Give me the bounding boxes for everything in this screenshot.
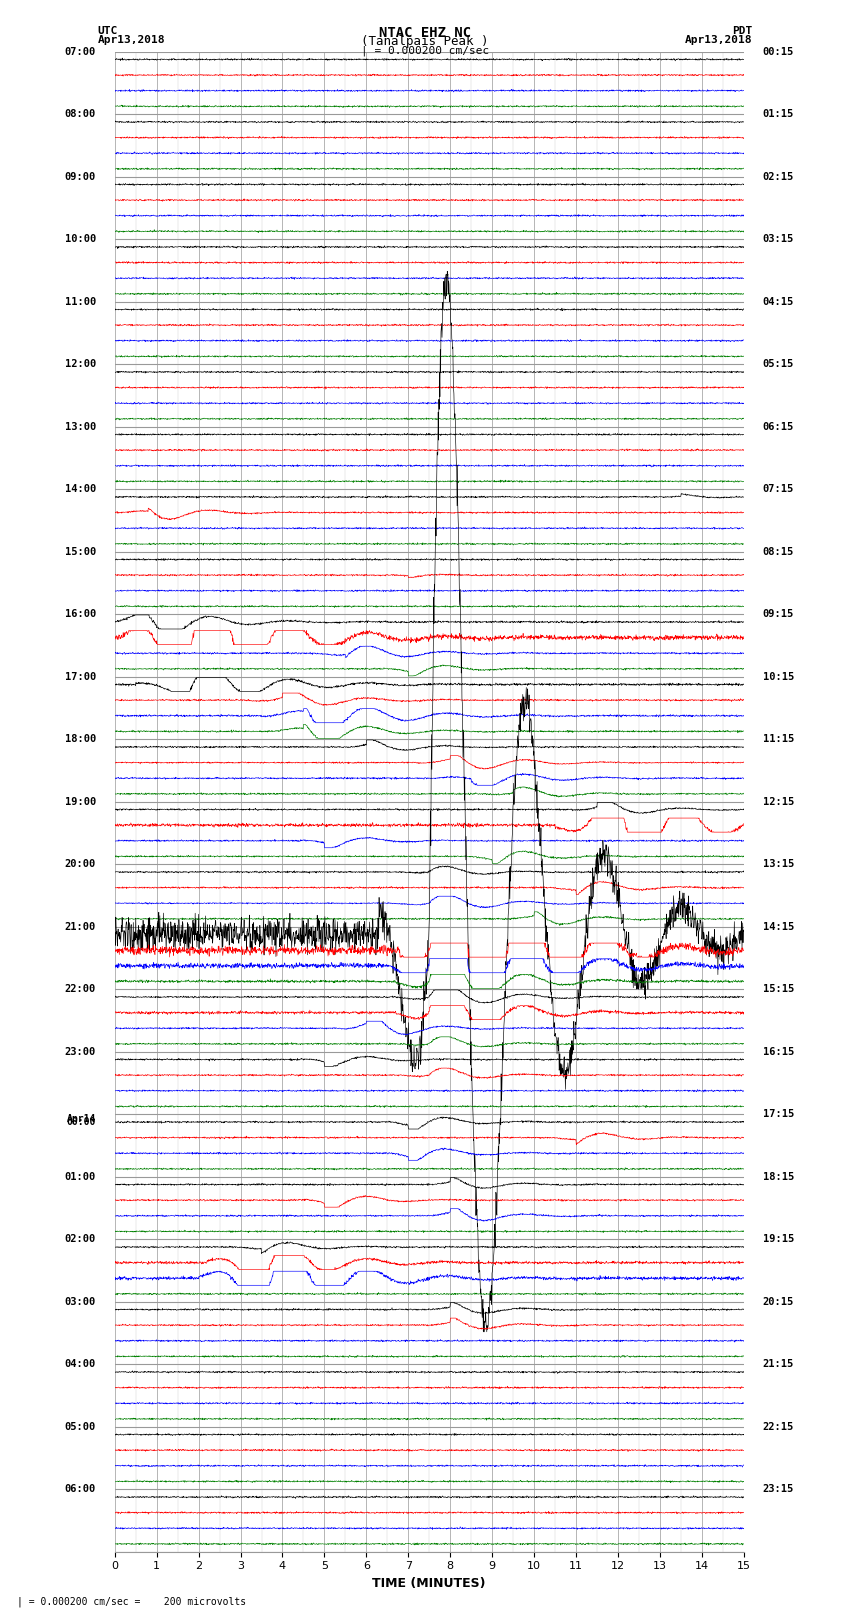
Text: (Tanalpais Peak ): (Tanalpais Peak ) <box>361 35 489 48</box>
Text: | = 0.000200 cm/sec: | = 0.000200 cm/sec <box>361 45 489 56</box>
Text: 14:00: 14:00 <box>65 484 96 494</box>
Text: 15:00: 15:00 <box>65 547 96 556</box>
Text: 21:15: 21:15 <box>762 1360 794 1369</box>
Text: 18:00: 18:00 <box>65 734 96 744</box>
Text: 22:15: 22:15 <box>762 1421 794 1432</box>
Text: 17:00: 17:00 <box>65 671 96 682</box>
Text: 23:00: 23:00 <box>65 1047 96 1057</box>
Text: 01:15: 01:15 <box>762 110 794 119</box>
Text: 16:15: 16:15 <box>762 1047 794 1057</box>
Text: 12:00: 12:00 <box>65 360 96 369</box>
Text: 01:00: 01:00 <box>65 1171 96 1182</box>
Text: 11:00: 11:00 <box>65 297 96 306</box>
Text: 17:15: 17:15 <box>762 1110 794 1119</box>
Text: | = 0.000200 cm/sec =    200 microvolts: | = 0.000200 cm/sec = 200 microvolts <box>17 1595 246 1607</box>
Text: 20:15: 20:15 <box>762 1297 794 1307</box>
Text: 10:15: 10:15 <box>762 671 794 682</box>
Text: 02:00: 02:00 <box>65 1234 96 1244</box>
Text: 08:15: 08:15 <box>762 547 794 556</box>
Text: PDT: PDT <box>732 26 752 35</box>
Text: 07:15: 07:15 <box>762 484 794 494</box>
Text: Apr13,2018: Apr13,2018 <box>685 35 752 45</box>
Text: 04:15: 04:15 <box>762 297 794 306</box>
Text: 13:15: 13:15 <box>762 860 794 869</box>
Text: 19:00: 19:00 <box>65 797 96 806</box>
Text: 03:15: 03:15 <box>762 234 794 244</box>
Text: 10:00: 10:00 <box>65 234 96 244</box>
Text: 02:15: 02:15 <box>762 171 794 182</box>
Text: Apr14: Apr14 <box>66 1115 96 1124</box>
Text: 05:15: 05:15 <box>762 360 794 369</box>
Text: 19:15: 19:15 <box>762 1234 794 1244</box>
Text: NTAC EHZ NC: NTAC EHZ NC <box>379 26 471 40</box>
Text: 21:00: 21:00 <box>65 921 96 932</box>
Text: 08:00: 08:00 <box>65 110 96 119</box>
Text: 05:00: 05:00 <box>65 1421 96 1432</box>
Text: 15:15: 15:15 <box>762 984 794 994</box>
Text: 22:00: 22:00 <box>65 984 96 994</box>
Text: 11:15: 11:15 <box>762 734 794 744</box>
Text: 06:00: 06:00 <box>65 1484 96 1494</box>
Text: 16:00: 16:00 <box>65 610 96 619</box>
Text: 06:15: 06:15 <box>762 421 794 432</box>
Text: 23:15: 23:15 <box>762 1484 794 1494</box>
Text: 20:00: 20:00 <box>65 860 96 869</box>
Text: UTC: UTC <box>98 26 118 35</box>
Text: 00:15: 00:15 <box>762 47 794 56</box>
Text: 09:15: 09:15 <box>762 610 794 619</box>
Text: 03:00: 03:00 <box>65 1297 96 1307</box>
X-axis label: TIME (MINUTES): TIME (MINUTES) <box>372 1578 486 1590</box>
Text: 04:00: 04:00 <box>65 1360 96 1369</box>
Text: Apr13,2018: Apr13,2018 <box>98 35 165 45</box>
Text: 12:15: 12:15 <box>762 797 794 806</box>
Text: 14:15: 14:15 <box>762 921 794 932</box>
Text: 07:00: 07:00 <box>65 47 96 56</box>
Text: 00:00: 00:00 <box>66 1116 96 1127</box>
Text: 09:00: 09:00 <box>65 171 96 182</box>
Text: 18:15: 18:15 <box>762 1171 794 1182</box>
Text: 13:00: 13:00 <box>65 421 96 432</box>
